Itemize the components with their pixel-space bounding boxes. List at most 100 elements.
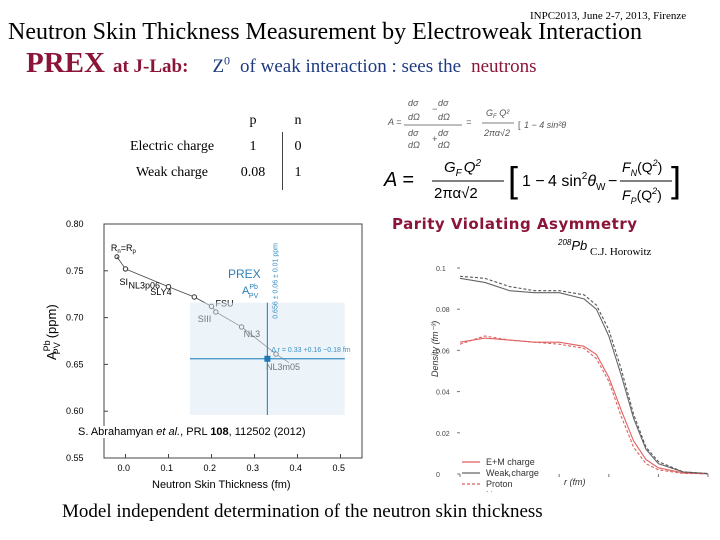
- vertical-error-text: 0.656 ± 0.06 ± 0.01 ppm: [272, 243, 279, 319]
- formula-one: 1 −: [522, 173, 545, 190]
- y-tick-label: 0.70: [66, 313, 84, 323]
- prex-scatter-chart: APbPV(ppm) 0.0 0.1 0.2 0.3 0.4 0.5 0.80 0.75 0.7…: [36, 212, 386, 494]
- density-lines: [459, 275, 709, 475]
- upper-plus: +: [432, 134, 437, 144]
- left-plot-frame: [103, 223, 363, 459]
- density-title: 208Pb: [557, 238, 587, 253]
- y-tick-label: 0.75: [66, 266, 84, 276]
- legend-label: Proton: [486, 479, 513, 489]
- x-axis-label: Neutron Skin Thickness (fm): [152, 479, 291, 491]
- reference-end: , 112502 (2012): [228, 426, 306, 438]
- model-label-nl3p06: NL3p06: [129, 281, 161, 291]
- x-tick-label: 0.0: [118, 463, 131, 473]
- left-axes: 0.0 0.1 0.2 0.3 0.4 0.5 0.80 0.75 0.70 0.65 0.60 0.…: [66, 219, 363, 473]
- y-axis-label: APbPV(ppm): [42, 304, 62, 360]
- z0-label: Z0: [212, 54, 230, 77]
- cell-weak-n: 1: [294, 165, 302, 180]
- density-y-tick-label: 0: [436, 472, 440, 479]
- upper-bracket: [: [518, 120, 521, 130]
- jlab-label: at J-Lab:: [112, 56, 189, 77]
- density-y-tick-label: 0.06: [436, 348, 450, 355]
- formula-numerator: GF Q2: [444, 158, 481, 179]
- density-series-weak-charge: [459, 277, 709, 475]
- reference-volume: 108: [210, 426, 229, 438]
- formula-fn: FN(Q2): [622, 158, 662, 178]
- conference-label: INPC2013, June 2-7, 2013, Firenze: [530, 10, 687, 22]
- upper-gf: GF Q²: [486, 108, 510, 120]
- upper-formula-lhs: A =: [387, 117, 401, 127]
- parity-violating-label: Parity Violating Asymmetry: [392, 215, 638, 233]
- density-x-label: r (fm): [564, 477, 586, 487]
- legend-label: Weak charge: [486, 468, 539, 478]
- prex-measurement-point: [264, 355, 271, 362]
- caption: Model independent determination of the n…: [62, 501, 543, 522]
- prex-chart-label: PREX: [228, 267, 261, 281]
- legend-label: E+M charge: [486, 457, 535, 467]
- asymmetry-formula: A = GF Q2 2πα√2 [ 1 − 4 sin2θW − FN(Q2) F…: [383, 158, 681, 206]
- prex-label: PREX: [26, 47, 105, 79]
- upper-minus: −: [432, 104, 437, 114]
- cell-electric-n: 0: [294, 139, 302, 154]
- legend-label: Neutron: [486, 490, 518, 492]
- y-tick-label: 0.55: [66, 453, 84, 463]
- upper-domega-2: dΩ: [438, 112, 450, 122]
- formula-denominator: 2πα√2: [434, 185, 478, 202]
- upper-domega-4: dΩ: [438, 140, 450, 150]
- density-chart: 208Pb Density (fm⁻³) 0.1 0.08 0.06 0.04 0.02…: [430, 238, 709, 492]
- formula-sin: 4 sin2θW: [548, 171, 606, 193]
- horowitz-credit: C.J. Horowitz: [590, 246, 652, 258]
- horizontal-error-text: Δ r = 0.33 +0.16 −0.18 fm: [271, 347, 350, 354]
- x-tick-label: 0.1: [161, 463, 174, 473]
- cell-weak-p: 0.08: [240, 165, 266, 180]
- y-tick-label: 0.80: [66, 219, 84, 229]
- neutrons-text: neutrons: [471, 56, 537, 77]
- density-y-label: Density (fm⁻³): [430, 321, 440, 377]
- upper-ds-3: dσ: [408, 128, 419, 138]
- x-tick-label: 0.4: [290, 463, 303, 473]
- column-header-n: n: [294, 113, 302, 128]
- model-point-nl3p06: [165, 284, 172, 290]
- model-point-sly4: [191, 294, 198, 300]
- density-axes: 0.1 0.08 0.06 0.04 0.02 0: [436, 266, 709, 479]
- upper-eq: =: [466, 117, 471, 127]
- formula-fp: FP(Q2): [622, 186, 662, 206]
- formula-lhs: A =: [383, 169, 414, 191]
- rn-eq-rp-label: Rn=Rp: [111, 243, 137, 255]
- upper-domega-3: dΩ: [408, 140, 420, 150]
- slide-title: Neutron Skin Thickness Measurement by El…: [8, 19, 643, 45]
- x-tick-label: 0.5: [333, 463, 346, 473]
- column-header-p: p: [249, 113, 257, 128]
- upper-den: 2πα√2: [483, 128, 510, 138]
- row-label-weak: Weak charge: [135, 165, 209, 180]
- density-y-tick-label: 0.02: [436, 431, 450, 438]
- reference-etal: et al.: [156, 426, 181, 438]
- table-row: Electric charge 1 0: [116, 134, 318, 160]
- model-label-sly4: SLY4: [150, 287, 171, 297]
- formula-minus: −: [608, 173, 617, 190]
- table-divider: [282, 132, 283, 190]
- x-tick-label: 0.3: [247, 463, 260, 473]
- rn-point: [114, 254, 120, 260]
- x-tick-label: 0.2: [204, 463, 217, 473]
- upper-tiny: 1 − 4 sin²θ: [524, 120, 566, 130]
- z0-symbol: Z: [212, 56, 225, 77]
- left-marks: Rn=RpSINL3p06SLY4FSUSIIINL3NL3m050.656 ±…: [111, 243, 351, 415]
- charge-table: p n Electric charge 1 0 Weak charge 0.08…: [116, 108, 318, 186]
- upper-domega-1: dΩ: [408, 112, 420, 122]
- formula-bracket-right: ]: [671, 159, 681, 200]
- density-y-tick-label: 0.08: [436, 307, 450, 314]
- density-series-e-m-charge: [459, 337, 709, 475]
- subtitle: PREX at J-Lab: Z0 of weak interaction : see…: [26, 47, 537, 80]
- model-label-si: SI: [120, 277, 129, 287]
- upper-ds-4: dσ: [438, 128, 449, 138]
- upper-ds-1: dσ: [408, 98, 419, 108]
- density-series-proton: [459, 335, 709, 475]
- row-label-electric: Electric charge: [129, 139, 215, 154]
- cell-electric-p: 1: [249, 139, 257, 154]
- density-y-tick-label: 0.1: [436, 266, 446, 273]
- apv-chart-label: APb PV: [242, 284, 259, 300]
- upper-ds-2: dσ: [438, 98, 449, 108]
- reference-prefix: S. Abrahamyan: [78, 426, 157, 438]
- model-point-si: [122, 266, 129, 272]
